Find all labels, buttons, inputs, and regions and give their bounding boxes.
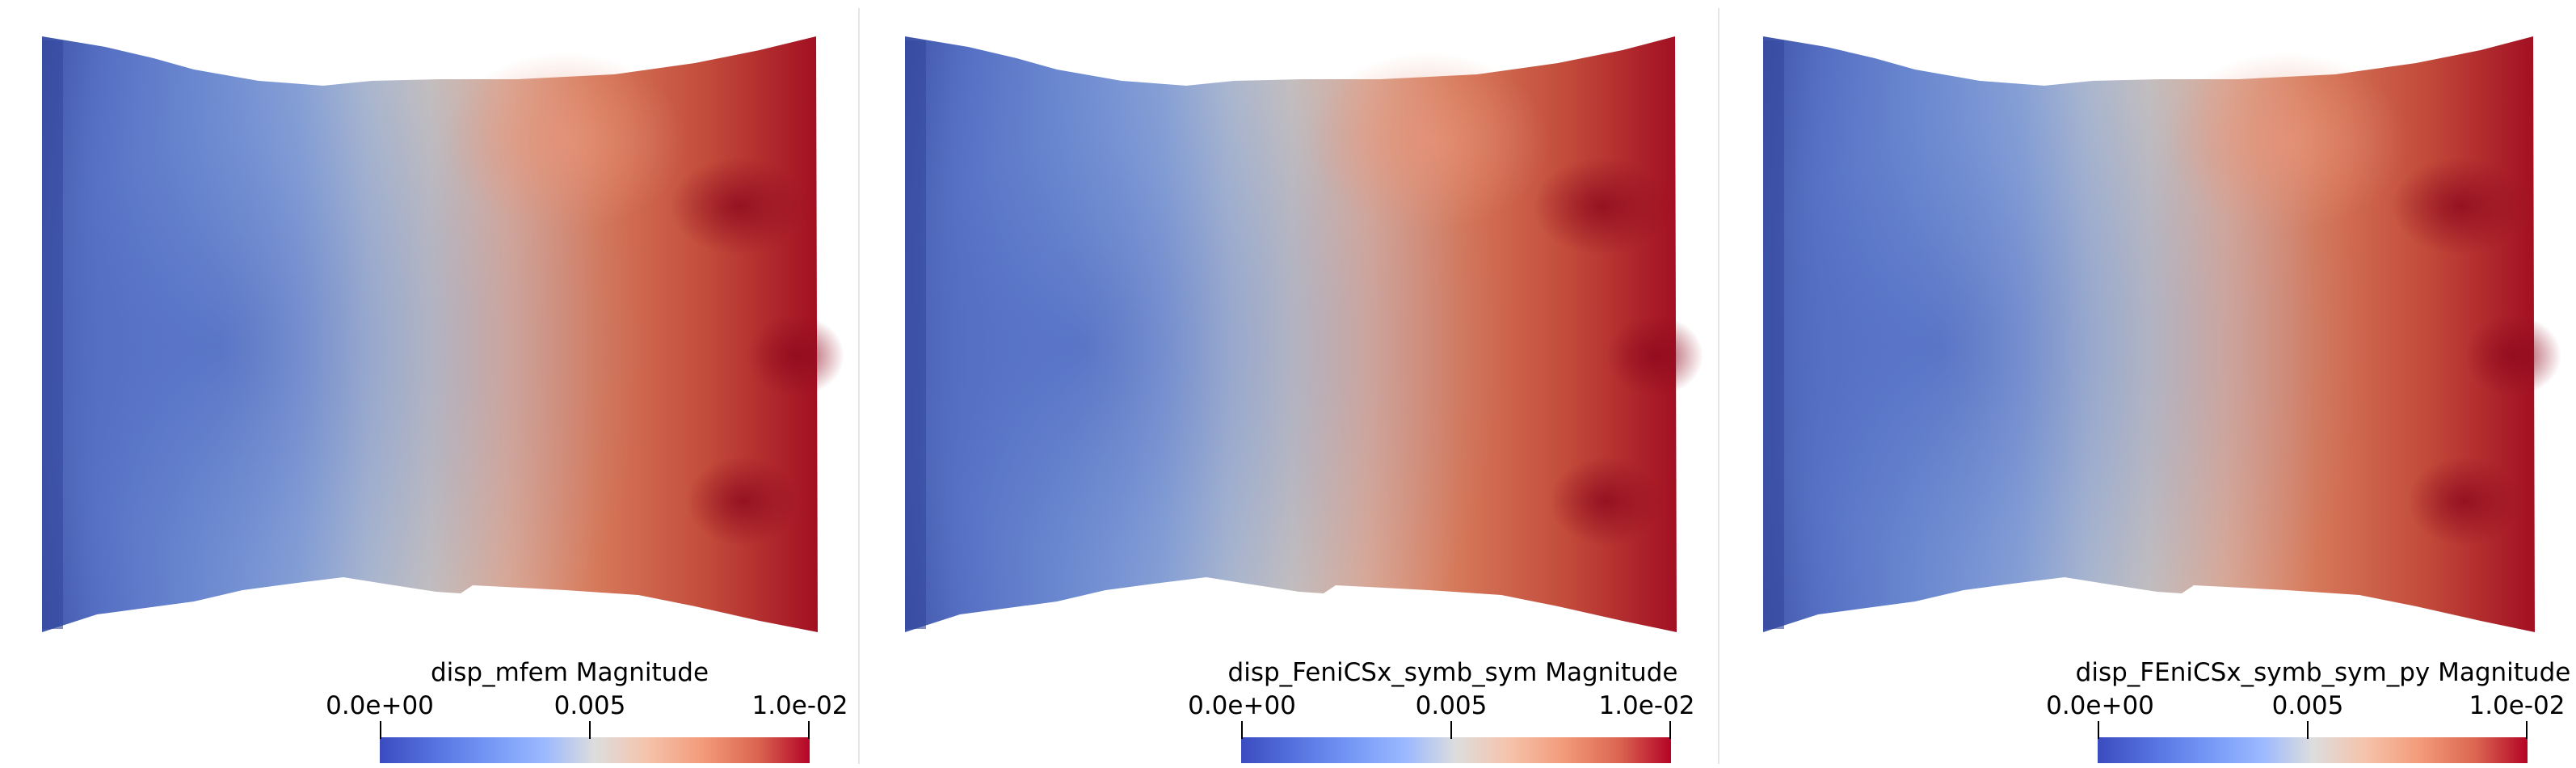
colorbar-title: disp_FeniCSx_symb_sym Magnitude <box>1228 658 1678 687</box>
panel-3: disp_FEniCSx_symb_sym_py Magnitude 0.0e+… <box>1763 36 2570 763</box>
field-hot-spot <box>747 315 844 396</box>
colorbar-title: disp_FEniCSx_symb_sym_py Magnitude <box>2076 658 2571 687</box>
colorbar-tick-min: 0.0e+00 <box>2046 691 2154 720</box>
field-chevron-shading <box>905 36 1677 632</box>
field-hot-spot <box>2392 158 2529 255</box>
colorbar-tick-max: 1.0e-02 <box>1598 691 1694 720</box>
field-warm-region <box>1307 53 1550 230</box>
field-hot-spot <box>2464 315 2561 396</box>
field-left-edge <box>1763 40 1784 629</box>
field-chevron-shading <box>42 36 818 632</box>
colorbar-title: disp_mfem Magnitude <box>431 658 709 687</box>
panel-1: disp_mfem Magnitude 0.0e+00 0.005 1.0e-0… <box>42 36 848 763</box>
field-hot-spot <box>2408 457 2521 546</box>
field-hot-spot <box>1534 158 1671 255</box>
colorbar <box>2098 737 2528 763</box>
field-left-edge <box>905 40 926 629</box>
field-chevron-shading <box>1763 36 2535 632</box>
field-left-edge <box>42 40 63 629</box>
field-warm-region <box>444 53 687 230</box>
colorbar-tick-min: 0.0e+00 <box>326 691 434 720</box>
colorbar-tick-max: 1.0e-02 <box>2469 691 2565 720</box>
field-hot-spot <box>687 457 800 546</box>
colorbar-tick-mid: 0.005 <box>2272 691 2344 720</box>
panel-2: disp_FeniCSx_symb_sym Magnitude 0.0e+00 … <box>905 36 1703 763</box>
field-warm-region <box>2166 53 2408 230</box>
colorbar <box>1241 737 1671 763</box>
colorbar-tick-mid: 0.005 <box>554 691 626 720</box>
field-hot-spot <box>1606 315 1703 396</box>
field-hot-spot <box>671 158 808 255</box>
field-hot-spot <box>1550 457 1663 546</box>
colorbar <box>380 737 810 763</box>
colorbar-tick-max: 1.0e-02 <box>751 691 848 720</box>
colorbar-tick-mid: 0.005 <box>1416 691 1488 720</box>
colorbar-tick-min: 0.0e+00 <box>1188 691 1296 720</box>
